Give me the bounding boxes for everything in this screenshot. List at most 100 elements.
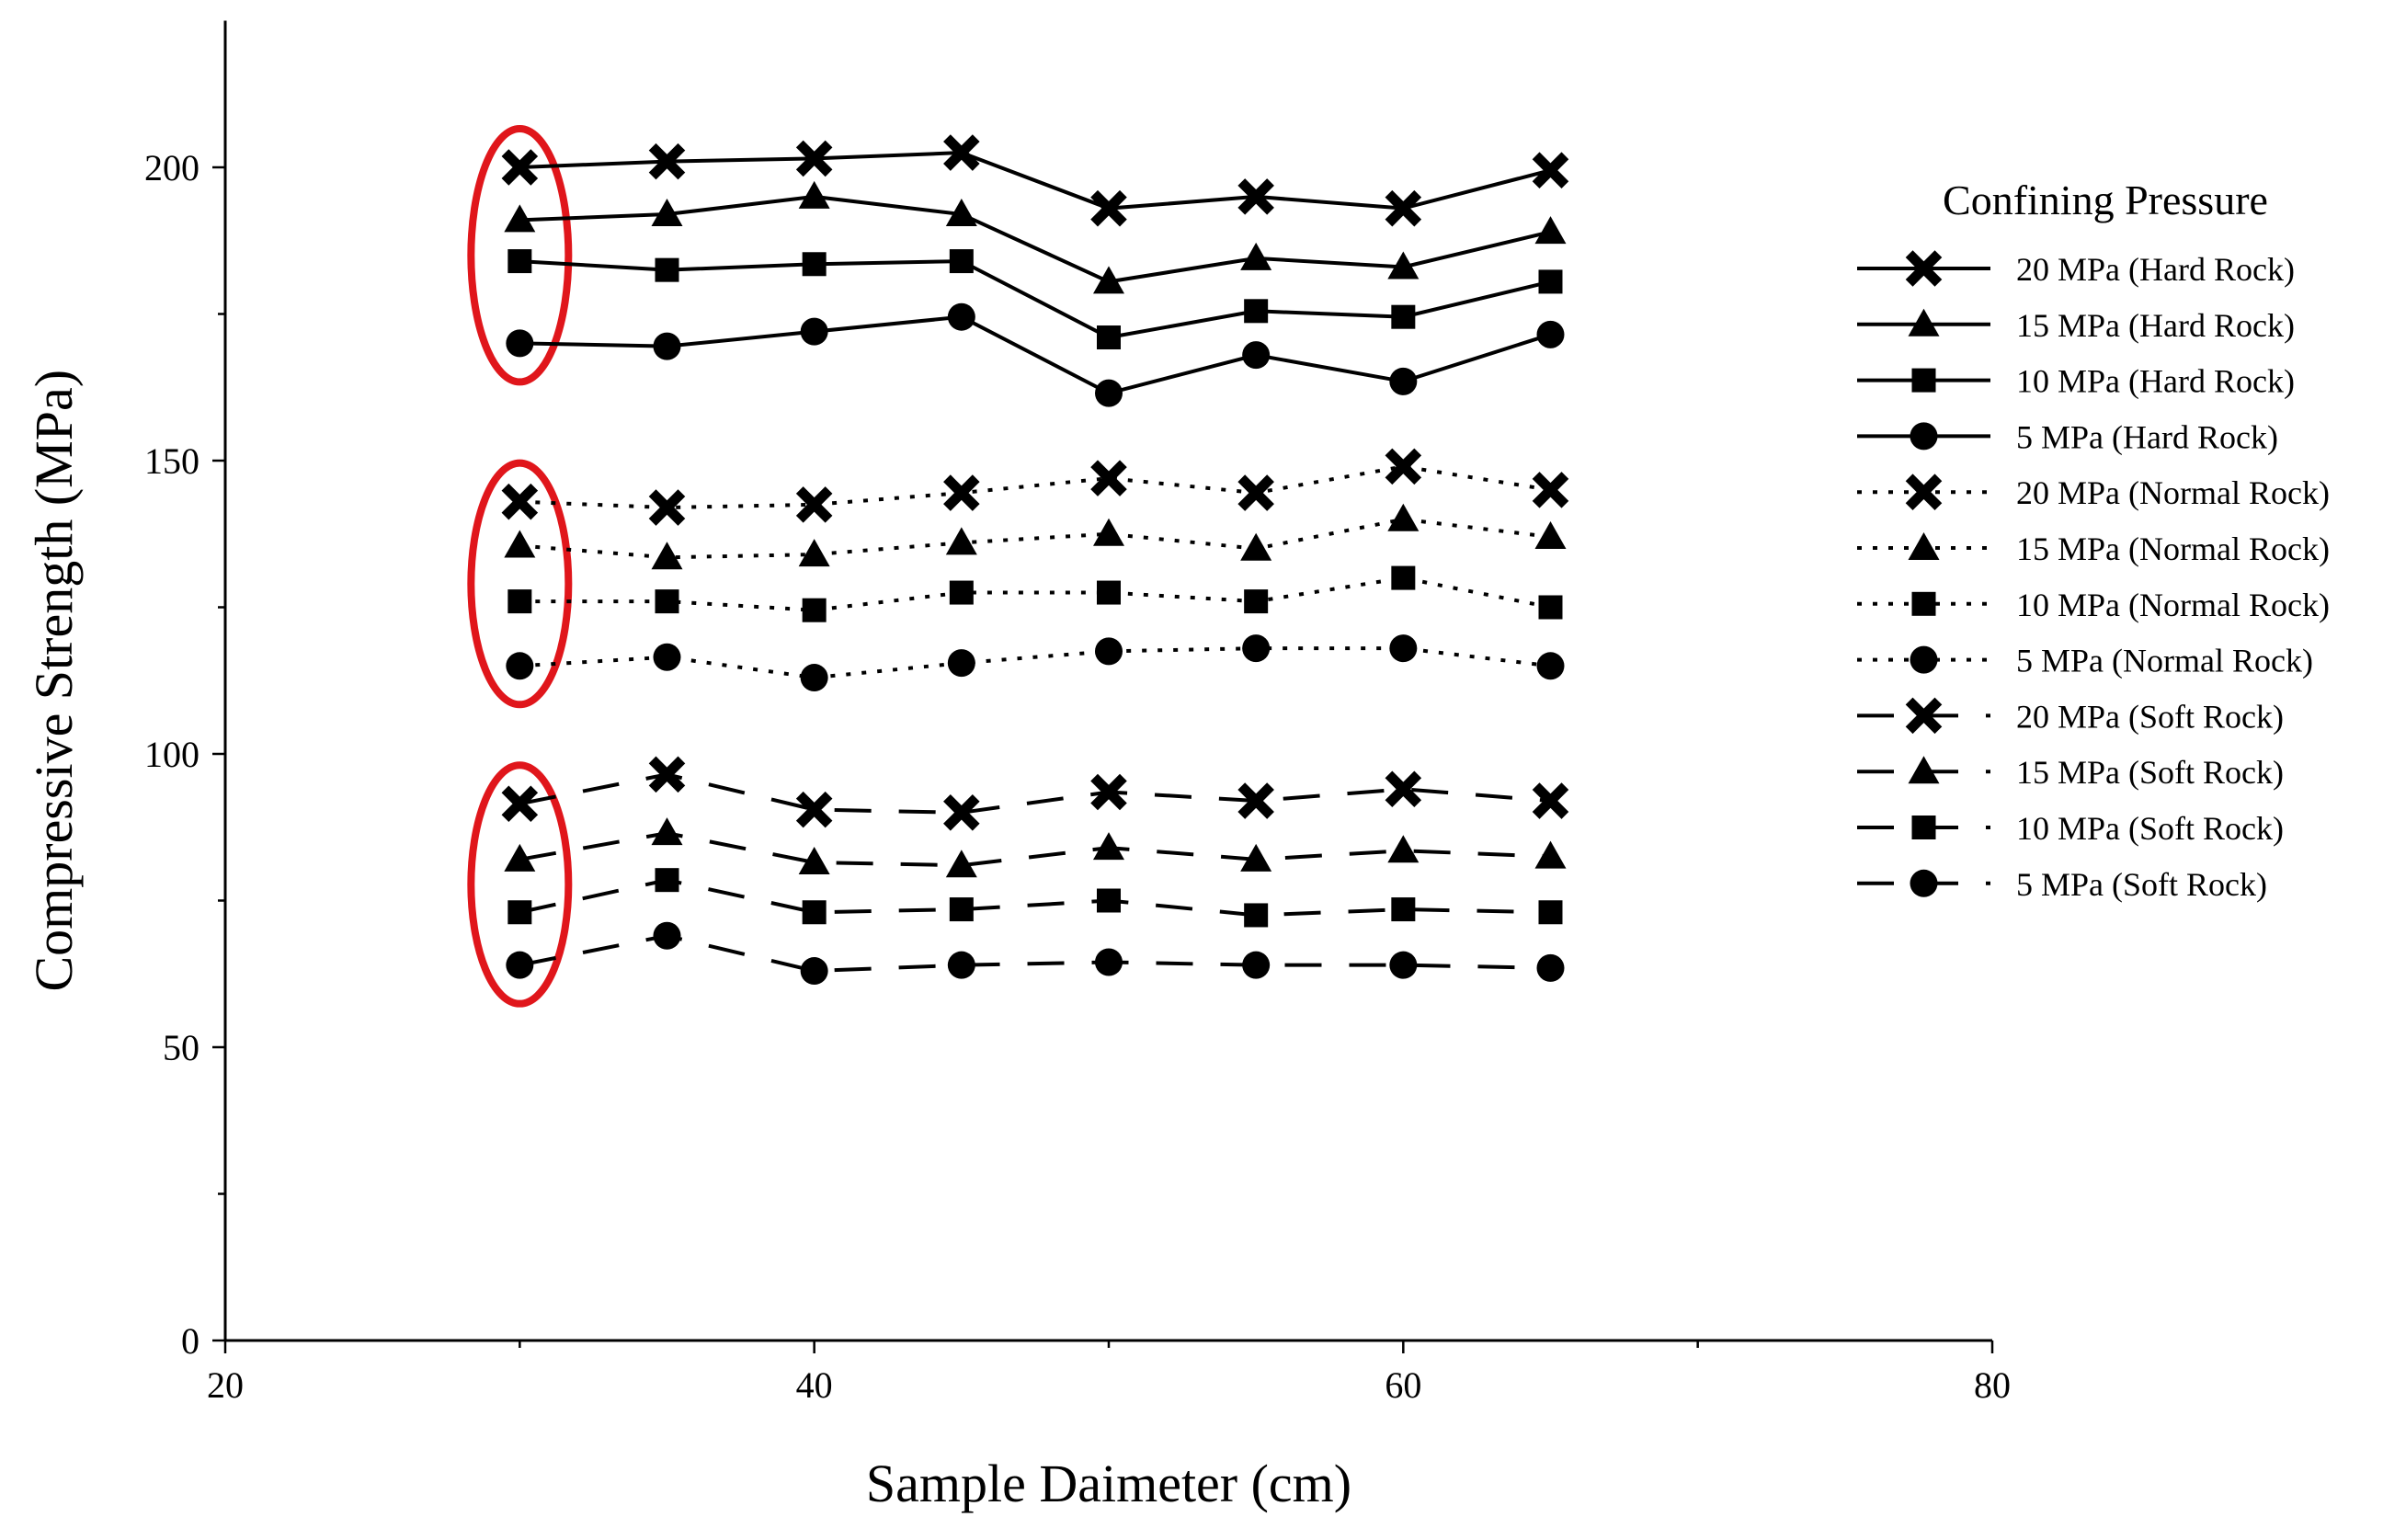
marker-stroke: [1090, 773, 1127, 811]
legend-marker: [1908, 756, 1940, 784]
legend-marker: [1905, 473, 1943, 510]
data-point: [943, 794, 980, 831]
data-point: [1534, 520, 1567, 549]
series-0: [501, 134, 1569, 227]
legend-entry: 15 MPa (Hard Rock): [1857, 307, 2295, 344]
marker-stroke: [795, 791, 833, 828]
legend-entry: 10 MPa (Hard Rock): [1857, 363, 2295, 400]
highlight-ellipses: [467, 125, 573, 1008]
legend-marker: [1908, 532, 1940, 560]
series-line: [519, 878, 1551, 918]
data-point: [1240, 242, 1272, 270]
data-point: [1242, 634, 1271, 663]
data-point: [1244, 299, 1269, 324]
legend-marker: [1905, 697, 1943, 735]
data-point: [802, 900, 827, 925]
marker-stroke: [1385, 448, 1422, 485]
data-point: [651, 817, 683, 846]
data-point: [800, 664, 828, 692]
series-9: [504, 817, 1567, 878]
data-point: [1242, 341, 1271, 370]
data-point: [802, 252, 827, 277]
legend-label: 20 MPa (Hard Rock): [2016, 251, 2295, 288]
series-11: [506, 921, 1565, 986]
data-point: [1389, 367, 1418, 395]
data-point: [795, 486, 833, 523]
data-point: [1532, 782, 1569, 819]
series-line: [519, 314, 1552, 395]
data-point: [1090, 189, 1127, 227]
legend-entry: 5 MPa (Hard Rock): [1857, 418, 2278, 455]
y-tick-label: 50: [163, 1027, 200, 1068]
y-tick-label: 100: [144, 734, 200, 775]
series-line: [519, 933, 1551, 974]
series-line: [519, 464, 1551, 510]
data-point: [798, 180, 830, 209]
data-point: [506, 329, 534, 358]
data-point: [507, 900, 532, 925]
series-4: [501, 448, 1569, 526]
data-point: [1385, 770, 1422, 808]
data-point: [1391, 304, 1416, 329]
data-point: [947, 302, 975, 331]
marker-stroke: [795, 140, 833, 177]
data-point: [1532, 152, 1569, 188]
data-point: [653, 332, 681, 360]
marker-stroke: [795, 486, 833, 523]
data-point: [1387, 503, 1420, 531]
data-point: [506, 652, 534, 680]
legend-label: 15 MPa (Soft Rock): [2016, 754, 2284, 791]
data-point: [507, 249, 532, 274]
series-3: [506, 302, 1565, 407]
data-point: [802, 598, 827, 622]
marker-stroke: [648, 143, 686, 180]
legend-entry: 5 MPa (Normal Rock): [1857, 643, 2313, 679]
marker-stroke: [501, 483, 539, 520]
data-point: [501, 785, 539, 823]
data-point: [1244, 589, 1269, 614]
data-point: [945, 850, 977, 878]
series-line: [519, 831, 1551, 868]
series-8: [501, 756, 1569, 831]
marker-stroke: [1090, 460, 1127, 496]
data-point: [648, 489, 686, 526]
series-5: [504, 503, 1567, 570]
data-point: [943, 474, 980, 511]
legend-label: 20 MPa (Normal Rock): [2016, 474, 2330, 511]
marker-stroke: [1237, 782, 1274, 819]
data-point: [800, 317, 828, 346]
y-tick-label: 150: [144, 440, 200, 482]
data-point: [648, 143, 686, 180]
data-point: [798, 847, 830, 875]
data-point: [1095, 637, 1123, 666]
legend-marker: [1911, 368, 1936, 393]
data-point: [1097, 325, 1121, 350]
data-point: [947, 951, 975, 979]
data-point: [949, 897, 974, 922]
axes: 20 40 60 80 0 50 100 150 200: [144, 20, 2011, 1406]
marker-stroke: [1532, 472, 1569, 508]
data-point: [507, 589, 532, 614]
data-point: [1095, 948, 1123, 976]
marker-stroke: [1532, 782, 1569, 819]
marker-stroke: [1385, 189, 1422, 227]
legend-marker: [1910, 645, 1938, 674]
legend-entry: 15 MPa (Normal Rock): [1857, 530, 2330, 567]
y-axis-title: Compressive Strength (MPa): [24, 370, 84, 992]
y-tick-label: 200: [144, 147, 200, 188]
series-group: [501, 134, 1569, 986]
data-point: [501, 483, 539, 520]
marker-stroke: [1905, 697, 1943, 735]
legend-label: 15 MPa (Hard Rock): [2016, 307, 2295, 344]
series-10: [507, 868, 1563, 928]
data-point: [504, 843, 536, 872]
legend-entry: 15 MPa (Soft Rock): [1857, 754, 2284, 791]
data-point: [504, 204, 536, 233]
data-point: [1538, 900, 1563, 925]
marker-stroke: [1237, 178, 1274, 215]
legend-label: 20 MPa (Soft Rock): [2016, 698, 2284, 735]
data-point: [1534, 840, 1567, 869]
legend-label: 15 MPa (Normal Rock): [2016, 530, 2330, 567]
data-point: [655, 589, 679, 614]
data-point: [506, 951, 534, 979]
